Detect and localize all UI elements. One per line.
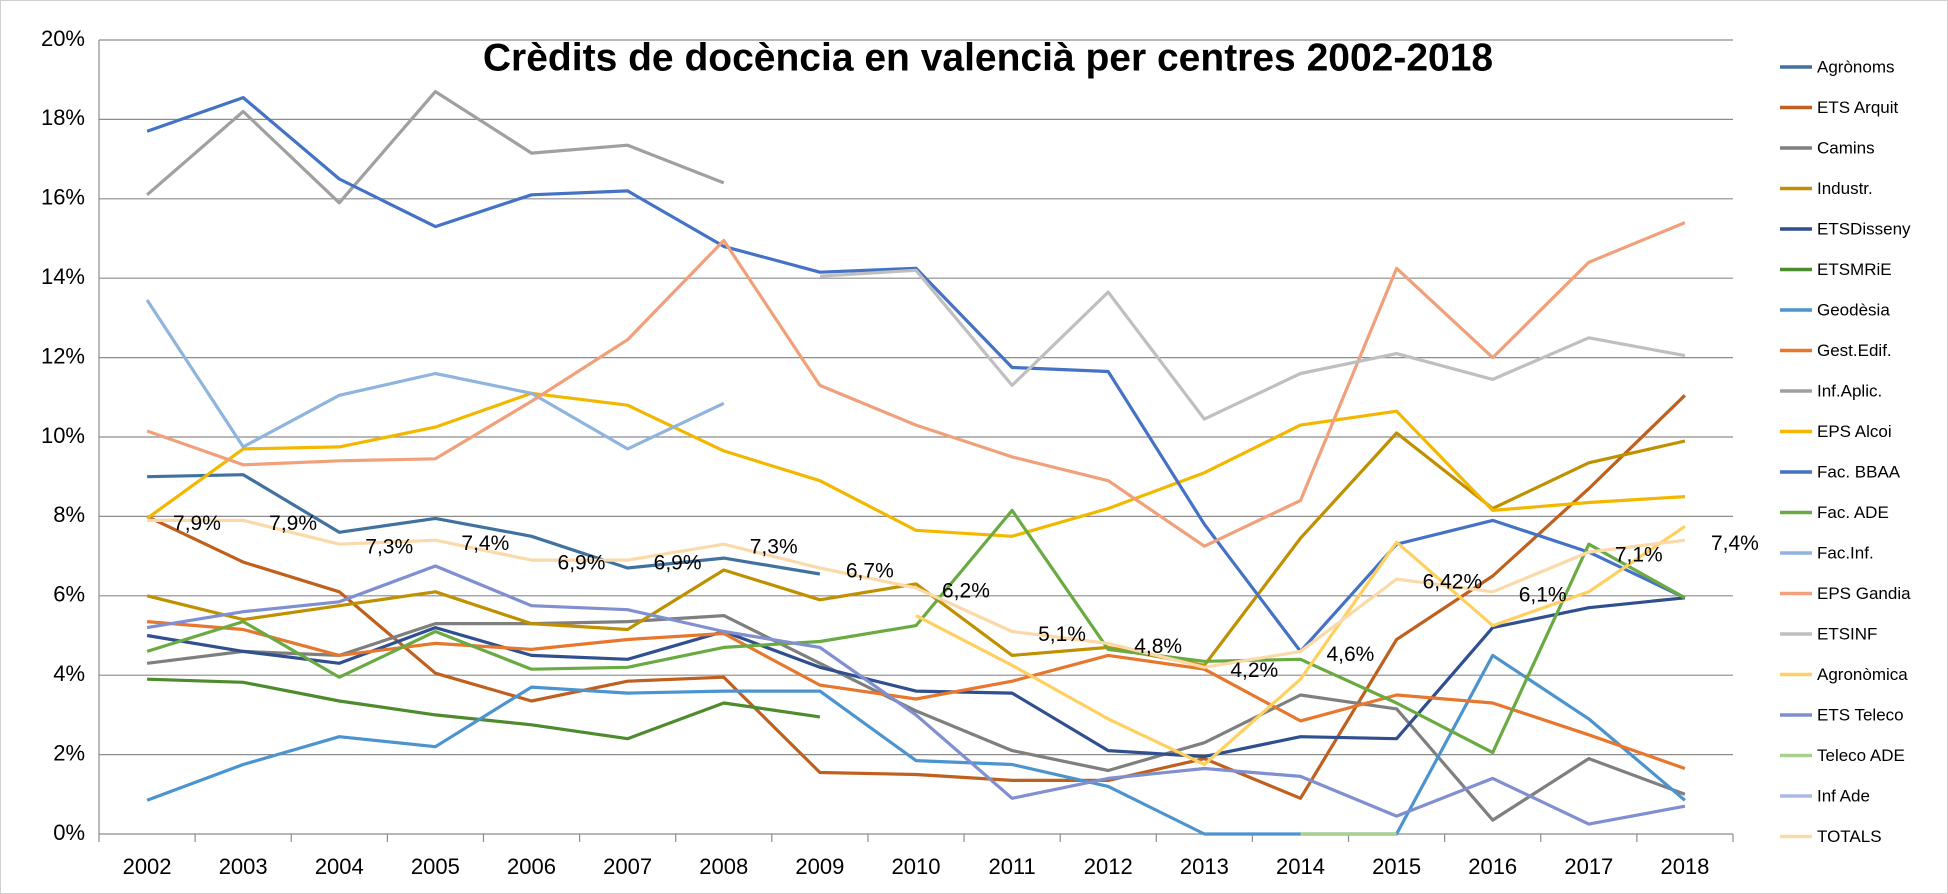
data-label: 7,4%	[1711, 532, 1759, 555]
series-line	[146, 508, 1686, 755]
legend-label: TOTALS	[1817, 827, 1882, 846]
x-tick-label: 2011	[988, 854, 1035, 879]
series-line	[146, 596, 1686, 759]
series-line	[146, 564, 1686, 826]
data-label: 7,3%	[365, 536, 413, 559]
series-line	[146, 653, 1686, 836]
y-tick-label: 4%	[53, 661, 85, 686]
data-label: 7,1%	[1615, 544, 1663, 567]
x-tick-label: 2017	[1564, 854, 1613, 879]
legend-label: ETSINF	[1817, 624, 1877, 643]
legend: Agrònoms ETS Arquit Camins Industr. ETSDisse…	[1780, 57, 1911, 846]
series-line	[147, 473, 821, 576]
series-line	[146, 90, 725, 205]
x-tick-label: 2015	[1372, 854, 1421, 879]
y-tick-label: 10%	[41, 423, 85, 448]
legend-label: Inf.Aplic.	[1817, 381, 1882, 400]
legend-label: ETS Arquit	[1817, 98, 1899, 117]
data-label: 4,8%	[1134, 635, 1182, 658]
x-tick-label: 2016	[1468, 854, 1517, 879]
legend-label: Agrònoms	[1817, 57, 1894, 76]
series-line	[147, 518, 1686, 669]
legend-label: Teleco ADE	[1817, 746, 1905, 765]
x-tick-label: 2018	[1660, 854, 1709, 879]
grid: 0% 2% 4% 6% 8% 10% 12% 14% 16% 18% 20% 2002 2003 2004…	[41, 26, 1734, 879]
x-tick-label: 2010	[892, 854, 941, 879]
y-tick-label: 2%	[53, 740, 85, 765]
x-tick-label: 2009	[795, 854, 844, 879]
data-label: 7,4%	[461, 532, 509, 555]
x-tick-label: 2014	[1276, 854, 1325, 879]
x-tick-label: 2013	[1180, 854, 1229, 879]
data-label: 6,1%	[1519, 583, 1567, 606]
y-tick-label: 18%	[41, 105, 85, 130]
legend-label: Fac.Inf.	[1817, 543, 1874, 562]
series-line	[147, 677, 821, 741]
legend-label: EPS Alcoi	[1817, 422, 1892, 441]
data-label: 7,9%	[173, 512, 221, 535]
legend-label: Inf Ade	[1817, 786, 1870, 805]
x-tick-label: 2003	[219, 854, 268, 879]
legend-label: Agronòmica	[1817, 665, 1908, 684]
labels: 7,9% 7,9% 7,3% 7,4% 6,9% 6,9% 7,3% 6,7% 6,2% 5,1%…	[173, 512, 1759, 682]
data-label: 5,1%	[1038, 623, 1086, 646]
series-line	[146, 96, 1686, 653]
x-tick-label: 2007	[603, 854, 652, 879]
x-tick-label: 2006	[507, 854, 556, 879]
y-tick-label: 8%	[53, 502, 85, 527]
series-line	[915, 524, 1686, 767]
data-label: 6,9%	[654, 552, 702, 575]
data-label: 6,7%	[846, 560, 894, 583]
series-line	[146, 391, 1685, 538]
series-line	[146, 221, 1686, 548]
chart-title: Crèdits de docència en valencià per cent…	[483, 36, 1493, 79]
legend-label: Fac. BBAA	[1817, 462, 1901, 481]
y-tick-label: 16%	[41, 185, 85, 210]
legend-label: ETSDisseny	[1817, 219, 1911, 238]
x-tick-label: 2002	[123, 854, 172, 879]
y-tick-label: 6%	[53, 582, 85, 607]
y-tick-label: 20%	[41, 26, 85, 51]
legend-label: ETS Teleco	[1817, 705, 1904, 724]
y-tick-label: 0%	[53, 820, 85, 845]
legend-label: EPS Gandia	[1817, 584, 1911, 603]
series-line	[146, 431, 1686, 667]
legend-label: Gest.Edif.	[1817, 341, 1892, 360]
data-label: 6,9%	[558, 552, 606, 575]
x-tick-label: 2012	[1084, 854, 1133, 879]
x-tick-label: 2005	[411, 854, 460, 879]
legend-label: ETSMRiE	[1817, 260, 1892, 279]
x-tick-label: 2004	[315, 854, 364, 879]
data-label: 7,9%	[269, 512, 317, 535]
lines	[145, 90, 1687, 836]
series-line	[819, 268, 1686, 421]
data-label: 7,3%	[750, 536, 798, 559]
data-label: 6,42%	[1423, 571, 1483, 594]
y-tick-label: 14%	[41, 264, 85, 289]
data-label: 4,6%	[1326, 643, 1374, 666]
legend-label: Industr.	[1817, 179, 1873, 198]
series-line	[146, 614, 1686, 822]
y-tick-label: 12%	[41, 343, 85, 368]
legend-label: Fac. ADE	[1817, 503, 1889, 522]
data-label: 6,2%	[942, 579, 990, 602]
x-tick-label: 2008	[699, 854, 748, 879]
legend-label: Camins	[1817, 138, 1875, 157]
data-label: 4,2%	[1230, 659, 1278, 682]
legend-label: Geodèsia	[1817, 300, 1890, 319]
series-line	[145, 299, 725, 451]
